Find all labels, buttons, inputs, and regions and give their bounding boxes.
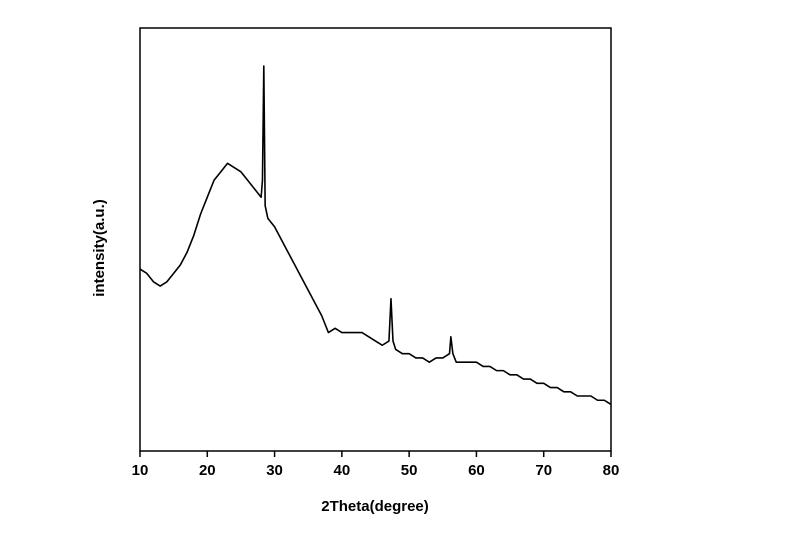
x-tick-label: 60 [468,462,485,479]
x-tick-label: 70 [535,462,552,479]
xrd-line [139,65,612,406]
x-tick-label: 10 [132,462,149,479]
x-tick-label: 40 [334,462,351,479]
x-tick-label: 80 [603,462,620,479]
x-tick-label: 20 [199,462,216,479]
x-axis-label: 2Theta(degree) [321,498,429,515]
x-tick-label: 30 [266,462,283,479]
plot-frame [139,27,612,452]
y-axis-label: intensity(a.u.) [91,199,108,297]
x-tick-label: 50 [401,462,418,479]
